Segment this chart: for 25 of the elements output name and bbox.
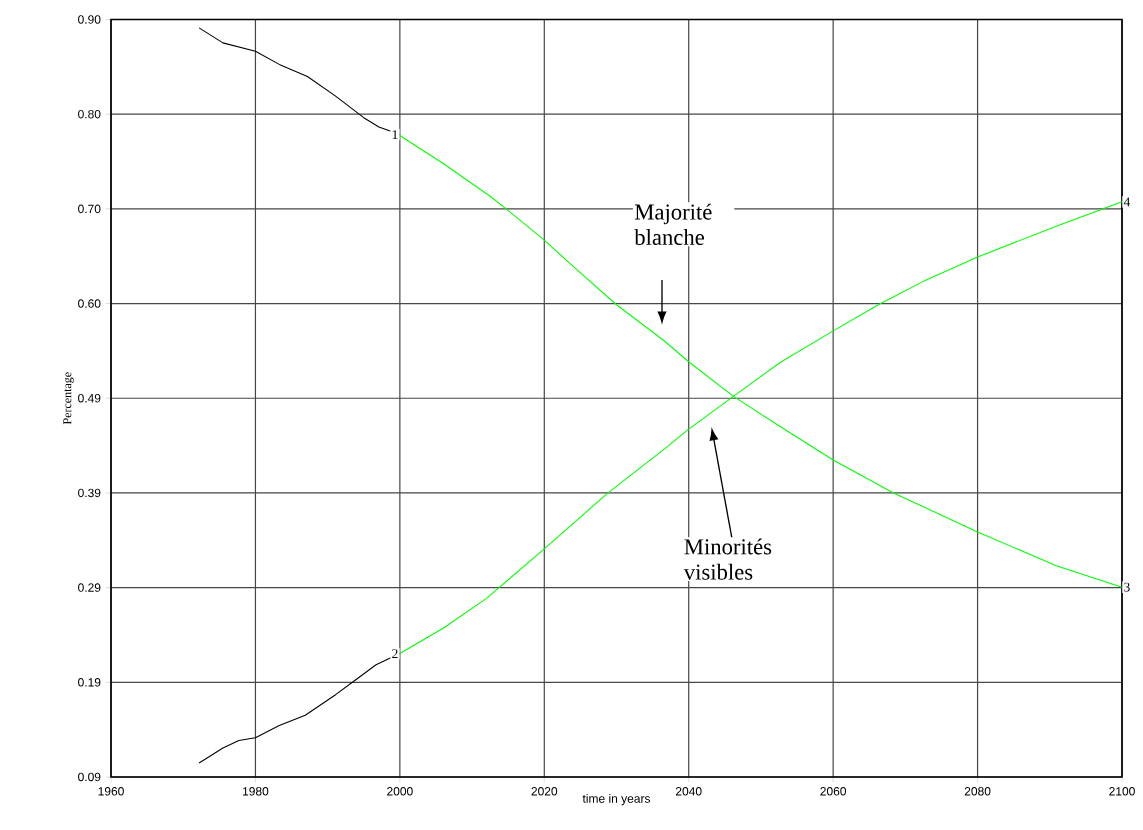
x-tick-label: 2020 bbox=[531, 787, 558, 796]
y-tick-label: 0.80 bbox=[78, 109, 101, 119]
y-axis-title: Percentage bbox=[63, 372, 74, 425]
x-tick-label: 2080 bbox=[964, 787, 991, 796]
y-tick-label: 0.09 bbox=[78, 772, 101, 782]
series-label: 1 bbox=[392, 130, 398, 139]
series-label: 3 bbox=[1124, 582, 1130, 592]
y-tick-label: 0.90 bbox=[78, 15, 101, 24]
x-tick-label: 2060 bbox=[820, 787, 847, 796]
x-tick-label: 2040 bbox=[675, 787, 702, 796]
y-tick-label: 0.29 bbox=[78, 583, 101, 592]
y-tick-label: 0.49 bbox=[78, 393, 101, 403]
annotation: Minorités visibles bbox=[683, 538, 772, 580]
y-tick-label: 0.39 bbox=[78, 488, 101, 498]
annotation: Majorité blanche bbox=[634, 203, 712, 245]
x-tick-label: 1960 bbox=[98, 787, 124, 796]
series-label: 2 bbox=[392, 649, 398, 658]
x-tick-label: 2000 bbox=[387, 787, 413, 796]
x-tick-label: 2100 bbox=[1109, 787, 1135, 796]
x-axis-title: time in years bbox=[582, 794, 651, 806]
y-tick-label: 0.19 bbox=[78, 678, 101, 687]
series-label: 4 bbox=[1123, 197, 1131, 207]
x-tick-label: 1980 bbox=[243, 787, 269, 796]
y-tick-label: 0.60 bbox=[78, 299, 101, 308]
y-tick-label: 0.70 bbox=[78, 204, 101, 214]
